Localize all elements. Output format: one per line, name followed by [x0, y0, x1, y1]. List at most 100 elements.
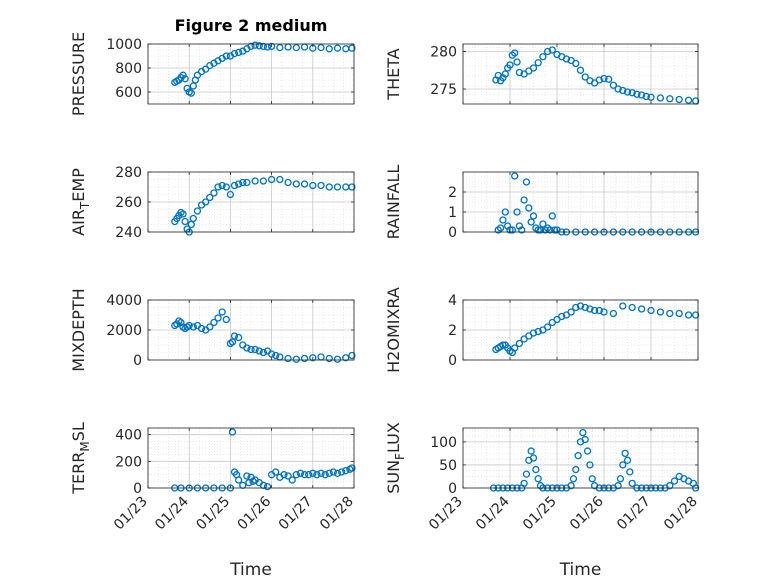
data-point	[513, 208, 521, 216]
y-tick-label: 4	[448, 293, 457, 309]
x-axis-label: Time	[229, 560, 272, 580]
data-point	[317, 181, 325, 190]
data-point	[272, 468, 280, 476]
data-point	[684, 96, 693, 104]
data-point	[623, 456, 632, 464]
data-point	[647, 93, 655, 101]
y-tick-label: 0	[448, 481, 457, 497]
data-point	[515, 339, 524, 348]
data-point	[255, 347, 263, 355]
y-tick-label: 0	[133, 353, 142, 369]
data-point	[228, 428, 237, 436]
x-tick-label: 01/24	[473, 493, 513, 533]
data-point	[325, 469, 333, 477]
data-point	[508, 226, 516, 234]
data-point	[588, 475, 596, 483]
data-point	[193, 207, 202, 215]
data-point	[579, 428, 587, 437]
subplot-terr_msl: 0 200 400 01/23 01/24 01/25 01/26 01/27 01/28 Tim…	[69, 422, 357, 580]
data-point	[595, 306, 603, 315]
subplot-theta: 275 280 THETA	[384, 43, 700, 105]
data-point	[230, 332, 239, 340]
data-point	[259, 177, 268, 185]
data-point	[522, 470, 531, 478]
y-tick-label: 600	[115, 85, 142, 101]
data-point	[348, 464, 356, 472]
data-point	[546, 226, 554, 234]
data-point	[183, 84, 191, 93]
data-point	[342, 354, 350, 362]
data-point	[234, 48, 243, 57]
y-tick-label: 1	[448, 205, 457, 221]
data-point	[605, 75, 613, 83]
y-tick-label: 2	[448, 323, 457, 339]
data-point	[581, 303, 589, 312]
data-point	[536, 226, 545, 234]
data-point	[230, 49, 239, 58]
data-point	[520, 196, 528, 204]
data-point	[633, 90, 641, 98]
data-point	[642, 92, 650, 101]
data-point	[309, 469, 317, 477]
data-point	[251, 177, 259, 185]
data-point	[218, 308, 226, 316]
series-theta	[492, 46, 700, 105]
data-point	[522, 178, 531, 186]
x-tick-label: 01/25	[520, 494, 560, 534]
data-point	[534, 475, 542, 483]
data-point	[284, 472, 292, 480]
data-point	[333, 44, 342, 52]
data-point	[185, 321, 193, 330]
y-axis-label: PRESSURE	[69, 32, 88, 116]
data-point	[263, 483, 272, 491]
data-point	[243, 344, 251, 352]
subplot-sun_flux: 0 50 100 01/23 01/24 01/25 01/26 01/27 01/28 Time…	[384, 422, 701, 580]
data-point	[666, 482, 674, 490]
data-point	[284, 178, 292, 187]
data-point	[239, 178, 247, 187]
data-point	[333, 469, 342, 477]
data-point	[501, 70, 509, 78]
data-point	[548, 46, 556, 54]
data-point	[572, 303, 580, 312]
data-point	[292, 355, 300, 363]
data-point	[506, 226, 514, 234]
data-point	[619, 302, 627, 310]
data-point	[243, 472, 251, 480]
data-point	[193, 71, 202, 79]
data-point	[309, 181, 317, 190]
data-point	[288, 476, 296, 484]
y-tick-label: 2000	[106, 323, 142, 339]
data-point	[267, 175, 276, 184]
data-point	[313, 471, 321, 479]
data-point	[206, 193, 214, 202]
subplot-pressure: 600 800 1000 PRESSURE	[69, 32, 356, 116]
data-point	[562, 55, 571, 63]
data-point	[181, 75, 189, 83]
subplot-rainfall: 0 1 2 RAINFALL	[384, 165, 700, 241]
data-point	[499, 216, 507, 224]
data-point	[284, 354, 292, 363]
data-point	[534, 226, 542, 234]
data-point	[600, 74, 608, 83]
y-tick-label: 50	[439, 458, 457, 474]
data-point	[684, 311, 693, 319]
data-point	[600, 308, 608, 316]
data-point	[206, 323, 214, 331]
figure-title: Figure 2 medium	[175, 16, 328, 35]
y-tick-label: 260	[115, 195, 142, 211]
data-point	[210, 189, 218, 197]
data-point	[309, 354, 317, 362]
data-point	[222, 183, 230, 191]
data-point	[581, 73, 589, 81]
data-point	[189, 214, 197, 223]
data-point	[626, 468, 634, 476]
data-point	[181, 217, 189, 226]
data-point	[187, 89, 195, 97]
data-point	[255, 42, 263, 50]
data-point	[325, 183, 333, 191]
data-point	[614, 482, 622, 490]
data-point	[251, 345, 259, 354]
y-tick-label: 0	[133, 481, 142, 497]
data-point	[214, 183, 222, 191]
